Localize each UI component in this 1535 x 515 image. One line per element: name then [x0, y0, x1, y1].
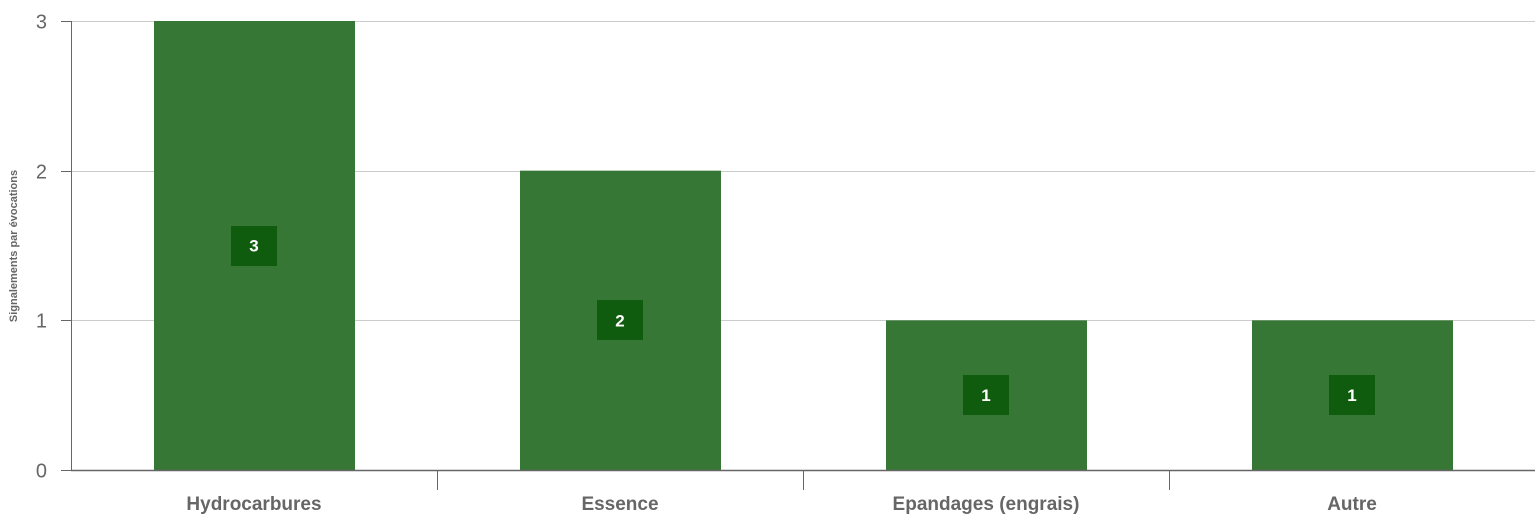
y-axis-title: Signalements par évocations: [8, 170, 20, 322]
data-label-box: [597, 300, 643, 340]
y-tick-label: 2: [36, 162, 47, 184]
data-labels: 3 2 1 1: [231, 226, 1375, 415]
data-label: 1: [1347, 386, 1356, 405]
data-label: 2: [615, 311, 624, 330]
x-category-label: Hydrocarbures: [186, 494, 321, 515]
y-tick-label: 3: [36, 12, 47, 34]
data-label-box: [231, 226, 277, 266]
y-tick-labels: 0 1 2 3: [36, 12, 47, 483]
bars: [154, 21, 1453, 470]
x-category-labels: Hydrocarbures Essence Epandages (engrais) A…: [186, 494, 1376, 515]
data-label-box: [1329, 375, 1375, 415]
x-category-label: Essence: [581, 494, 658, 515]
data-label-box: [963, 375, 1009, 415]
data-label: 3: [249, 237, 258, 256]
data-label: 1: [981, 386, 990, 405]
y-tick-label: 1: [36, 311, 47, 333]
axes: [61, 21, 1535, 490]
x-category-label: Autre: [1327, 494, 1377, 515]
y-tick-label: 0: [36, 461, 47, 483]
x-category-label: Epandages (engrais): [893, 494, 1080, 515]
